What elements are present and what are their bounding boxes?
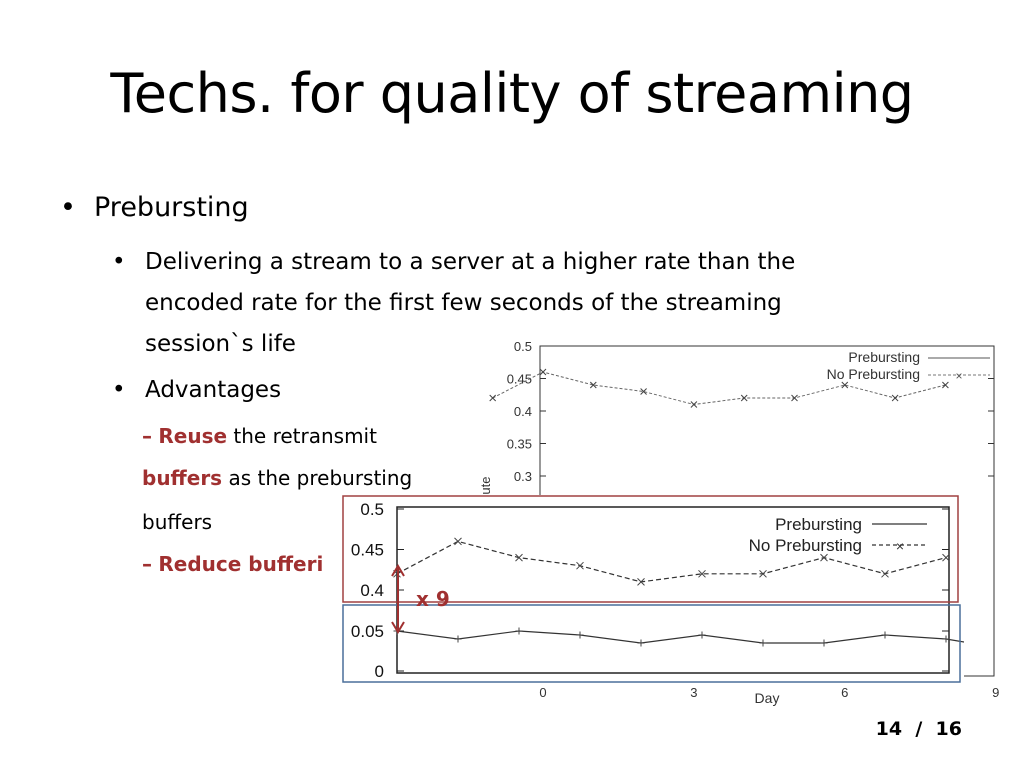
page-separator: /: [915, 718, 923, 740]
text: the retransmit: [233, 424, 377, 448]
legend-marker-x: ×: [896, 538, 904, 554]
legend-label-no-prebursting: No Prebursting: [827, 366, 920, 382]
page-total: 16: [935, 718, 962, 740]
keyword-reuse: Reuse: [158, 424, 228, 448]
chart-overlay: 0.5 0.45 0.4 0.05 0 Prebursting No Prebursti…: [342, 495, 964, 687]
y-tick-label: 0.4: [360, 581, 384, 600]
data-point-no-prebursting: [698, 569, 706, 578]
y-tick-label: 0.45: [507, 372, 532, 387]
x-axis-label: Day: [755, 690, 780, 706]
legend: Prebursting No Prebursting ×: [749, 515, 927, 555]
y-tick-label: 0.3: [514, 469, 532, 484]
legend-label-no-prebursting: No Prebursting: [749, 536, 862, 555]
data-point-prebursting: [759, 639, 767, 647]
data-point-no-prebursting: [942, 553, 950, 562]
page-current: 14: [875, 718, 903, 740]
legend-label-prebursting: Prebursting: [848, 349, 920, 365]
dash: –: [142, 424, 152, 448]
x-tick-label: 0: [539, 685, 546, 700]
bullet-advantages: • Advantages: [112, 370, 882, 411]
dash: –: [142, 552, 152, 576]
bullet-definition: • Delivering a stream to a server at a h…: [112, 242, 882, 365]
text: as the prebursting: [228, 466, 413, 490]
data-point-no-prebursting: [589, 381, 597, 389]
data-point-no-prebursting: [454, 537, 462, 546]
y-tick-label: 0.45: [351, 541, 384, 560]
legend: Prebursting No Prebursting ×: [827, 349, 990, 383]
data-point-prebursting: [698, 631, 706, 639]
data-point-no-prebursting: [841, 381, 849, 389]
series-line-no-prebursting: [396, 540, 947, 583]
x-tick-label: 3: [690, 685, 697, 700]
advantage-reuse-line3: buffers: [142, 510, 213, 534]
x-tick-label: 6: [841, 685, 848, 700]
advantage-reuse-line2: buffers as the prebursting: [142, 466, 412, 490]
data-point-no-prebursting: [820, 553, 828, 562]
data-point-no-prebursting: [576, 561, 584, 570]
annotation-x9: x 9: [416, 587, 450, 611]
bullet-dot: •: [112, 377, 126, 403]
keyword-reduce: Reduce bufferi: [158, 552, 324, 576]
data-point-no-prebursting: [881, 569, 889, 578]
highlight-frame-blue: [342, 604, 961, 683]
y-tick-label: 0.4: [514, 404, 532, 419]
x-tick-label: 9: [992, 685, 999, 700]
legend-marker-x: ×: [955, 369, 962, 383]
data-point-no-prebursting: [489, 394, 497, 402]
data-point-no-prebursting: [740, 394, 748, 402]
advantage-reduce: – Reduce bufferi: [142, 552, 323, 576]
data-point-no-prebursting: [539, 368, 547, 376]
page-number: 14 / 16: [876, 718, 962, 740]
y-tick-label: 0.35: [507, 437, 532, 452]
bullet-text: Delivering a stream to a server at a hig…: [145, 249, 796, 357]
data-point-prebursting: [637, 639, 645, 647]
data-point-prebursting: [576, 631, 584, 639]
y-tick-label: 0.5: [514, 339, 532, 354]
data-point-prebursting: [454, 635, 462, 643]
gap-arrow: [391, 564, 405, 634]
data-point-no-prebursting: [759, 569, 767, 578]
keyword-buffers: buffers: [142, 466, 223, 490]
bullet-dot: •: [112, 249, 126, 275]
series-line-no-prebursting: [492, 371, 946, 406]
y-tick-label: 0.5: [360, 500, 384, 519]
highlight-frame-red: [342, 495, 959, 603]
data-point-prebursting: [881, 631, 889, 639]
data-point-prebursting: [820, 639, 828, 647]
data-point-no-prebursting: [942, 381, 949, 389]
data-point-prebursting: [515, 627, 523, 635]
y-tick-label: 0.05: [351, 622, 384, 641]
data-point-no-prebursting: [791, 394, 798, 402]
data-point-no-prebursting: [637, 578, 645, 586]
y-tick-label: 0: [375, 662, 384, 681]
data-point-no-prebursting: [515, 553, 523, 562]
advantage-reuse-line1: – Reuse the retransmit: [142, 424, 377, 448]
bullet-prebursting: • Prebursting: [60, 192, 249, 223]
data-point-no-prebursting: [640, 388, 647, 395]
data-point-no-prebursting: [690, 401, 698, 408]
bullet-dot: •: [60, 192, 76, 223]
data-point-prebursting: [942, 635, 950, 643]
bullet-text: Prebursting: [94, 192, 249, 223]
bullet-text: Advantages: [145, 377, 282, 403]
data-point-no-prebursting: [891, 394, 899, 402]
legend-label-prebursting: Prebursting: [775, 515, 862, 534]
slide-title: Techs. for quality of streaming: [110, 62, 914, 125]
